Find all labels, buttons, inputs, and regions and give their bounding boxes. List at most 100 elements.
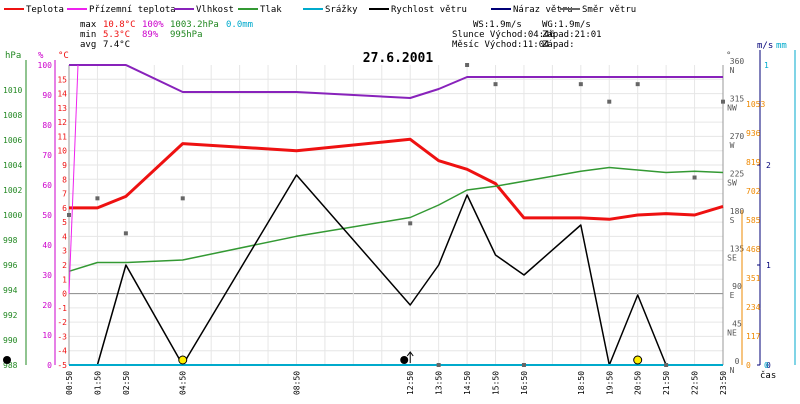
wind-direction-point [493,82,498,87]
legend-label: Náraz větru [513,5,573,15]
wind-direction-point [436,363,441,367]
wind-direction-point [521,363,526,367]
wind-direction-point [635,82,640,87]
x-tick-label: 16:50 [520,371,529,395]
solar-tick-label: 585 [746,216,761,225]
humidity-tick-label: 70 [42,151,52,160]
temperature-tick-label: 6 [62,204,67,213]
sun-marker-icon [178,355,188,365]
sun-marker-icon [633,355,643,365]
solar-tick-label: 117 [746,332,761,341]
temperature-tick-label: 2 [62,261,67,270]
solar-tick-label: 234 [746,303,761,312]
direction-tick-label: 135 [730,245,745,254]
chart-title: 27.6.2001 [363,51,434,66]
temperature-tick-label: -3 [57,332,67,341]
x-tick-label: 00:50 [65,371,74,395]
moon-legend-icon [3,356,11,364]
wind-tick-label: 0 [766,361,771,370]
temperature-tick-label: 3 [62,247,67,256]
pressure-tick-label: 990 [3,336,18,345]
rain-tick-label: 0 [764,361,769,370]
pressure-tick-label: 1008 [3,111,22,120]
temperature-tick-label: 0 [62,290,67,299]
direction-axis-header: ° [726,51,731,61]
direction-tick-label: 45 [732,320,742,329]
legend-label: Tlak [260,5,282,15]
pressure-tick-label: 996 [3,261,18,270]
x-tick-label: 21:50 [662,371,671,395]
wind-arrow-head-icon [406,351,414,357]
x-tick-label: 15:50 [492,371,501,395]
wind-direction-point [607,99,612,104]
humidity-axis-header: % [38,51,44,61]
temperature-tick-label: 8 [62,175,67,184]
temperature-tick-label: -1 [57,304,67,313]
series-rychlost-vetru [69,174,723,366]
temperature-tick-label: 9 [62,161,67,170]
direction-compass-label: SW [727,179,737,188]
direction-tick-label: 90 [732,282,742,291]
wind-direction-point [123,231,128,236]
pressure-tick-label: 1006 [3,136,22,145]
humidity-tick-label: 50 [42,211,52,220]
direction-compass-label: W [730,141,735,150]
stats-max-hum: 100% [142,20,164,30]
x-tick-label: 23:50 [719,371,728,395]
wind-gust-readout: WG:1.9m/s [542,20,591,30]
stats-max-rain: 0.0mm [226,20,253,30]
axis-headers: hPa % °C ° m/s mm čas [5,41,787,381]
stats-avg-temp: 7.4°C [103,40,130,50]
rain-axis-header: mm [776,41,787,51]
wind-sun-info: WS:1.9m/s WG:1.9m/s Slunce Východ:04:46 … [452,20,602,50]
wind-direction-point [578,82,583,87]
pressure-axis-header: hPa [5,51,21,61]
pressure-tick-label: 998 [3,236,18,245]
temperature-tick-label: 12 [57,118,67,127]
stats-block: max 10.8°C 100% 1003.2hPa 0.0mm min 5.3°… [80,20,253,50]
sunset-readout: Západ:21:01 [542,30,602,40]
stats-max-press: 1003.2hPa [170,20,219,30]
solar-tick-label: 936 [746,129,761,138]
x-tick-label: 13:50 [435,371,444,395]
stats-min-label: min [80,30,96,40]
solar-tick-label: 819 [746,158,761,167]
x-tick-label: 01:50 [93,371,102,395]
direction-tick-label: 360 [730,57,745,66]
rain-tick-label: 1 [764,61,769,70]
direction-tick-label: 0 [735,357,740,366]
wind-direction-point [465,63,470,67]
temperature-tick-label: 1 [62,275,67,284]
wind-axis-header: m/s [757,41,773,51]
humidity-tick-label: 90 [42,91,52,100]
humidity-tick-label: 0 [47,361,52,370]
temperature-tick-label: 4 [62,232,67,241]
x-tick-label: 19:50 [605,371,614,395]
direction-compass-label: NW [727,104,737,113]
stats-min-press: 995hPa [170,30,203,40]
pressure-tick-label: 1000 [3,211,22,220]
solar-tick-label: 0 [746,361,751,370]
moon-marker-icon [400,356,409,364]
wind-direction-point [180,196,185,201]
direction-compass-label: N [730,366,735,375]
legend-label: Teplota [26,5,64,15]
series-tlak [68,166,724,273]
direction-compass-label: E [730,291,735,300]
series-teplota [69,137,724,221]
solar-tick-label: 351 [746,274,761,283]
legend-label: Srážky [325,5,358,15]
direction-tick-label: 270 [730,132,745,141]
direction-compass-label: NE [727,329,737,338]
temperature-tick-label: 11 [57,132,67,141]
humidity-tick-label: 100 [38,61,53,70]
pressure-tick-label: 994 [3,286,18,295]
wind-direction-point [721,99,725,104]
wind-direction-point [692,175,697,180]
direction-compass-label: S [730,216,735,225]
x-tick-label: 08:50 [292,371,301,395]
pressure-tick-label: 988 [3,361,18,370]
x-tick-label: 22:50 [691,371,700,395]
